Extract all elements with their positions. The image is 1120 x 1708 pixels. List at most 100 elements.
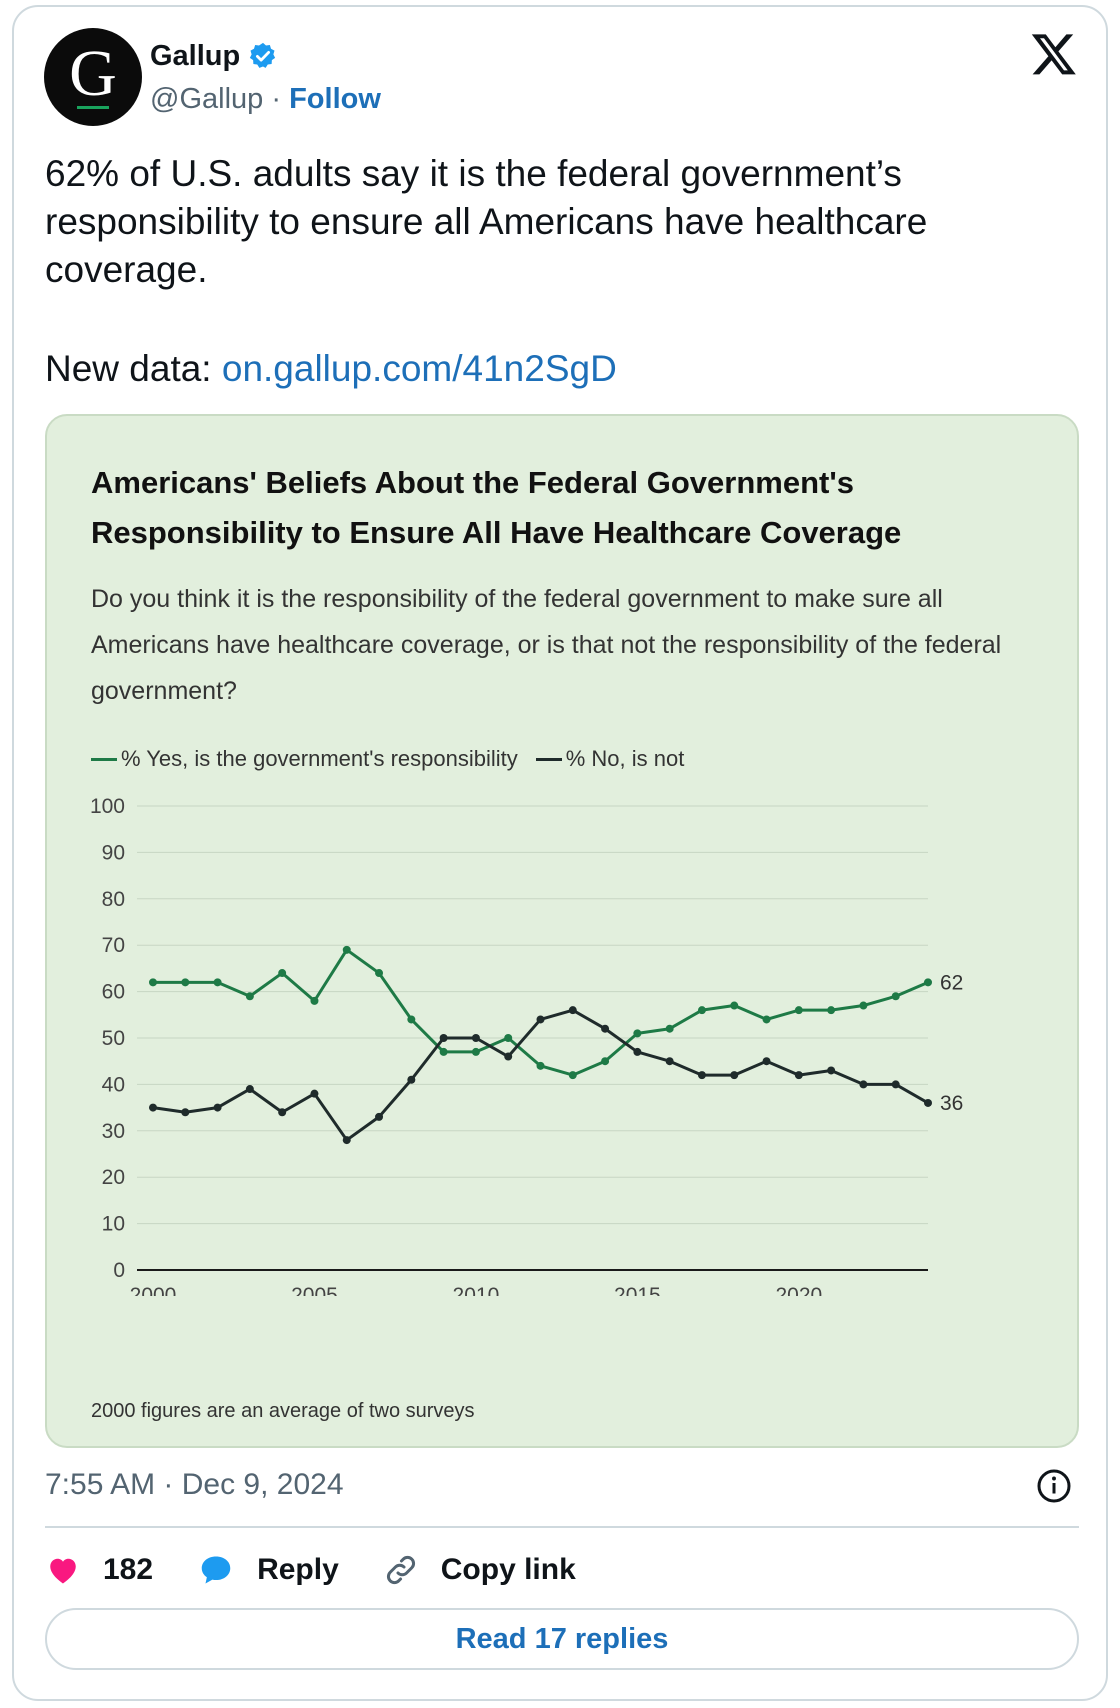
read-replies-button[interactable]: Read 17 replies xyxy=(45,1608,1079,1670)
reply-label: Reply xyxy=(257,1553,339,1586)
display-name[interactable]: Gallup xyxy=(150,40,241,72)
tweet-body: 62% of U.S. adults say it is the federal… xyxy=(45,153,928,290)
link-icon xyxy=(386,1556,415,1584)
data-point xyxy=(891,992,900,1001)
x-logo-icon[interactable] xyxy=(1030,30,1078,78)
avatar-letter: G xyxy=(69,37,117,110)
like-button[interactable]: 182 xyxy=(45,1552,153,1588)
y-tick-label: 50 xyxy=(102,1027,125,1050)
data-point xyxy=(665,1024,674,1033)
data-point xyxy=(827,1006,836,1015)
data-point xyxy=(794,1006,803,1015)
follow-button[interactable]: Follow xyxy=(289,83,381,115)
chart-card[interactable]: Americans' Beliefs About the Federal Gov… xyxy=(45,414,1079,1448)
data-point xyxy=(924,978,932,987)
data-point xyxy=(665,1057,674,1066)
reply-button[interactable]: Reply xyxy=(197,1552,339,1588)
copy-link-label: Copy link xyxy=(440,1553,576,1586)
data-point xyxy=(213,978,222,987)
end-label-no: 36 xyxy=(940,1092,963,1115)
data-point xyxy=(245,1085,254,1094)
data-point xyxy=(471,1034,480,1042)
data-point xyxy=(730,1001,739,1010)
y-tick-label: 60 xyxy=(102,981,125,1004)
data-point xyxy=(213,1103,222,1112)
data-point xyxy=(859,1080,868,1089)
data-point xyxy=(891,1080,900,1089)
handle[interactable]: @Gallup xyxy=(150,83,264,115)
new-data-line: New data: on.gallup.com/41n2SgD xyxy=(45,345,617,393)
data-point xyxy=(536,1061,545,1070)
legend-item-no: % No, is not xyxy=(535,746,685,772)
data-point xyxy=(762,1057,771,1066)
data-point xyxy=(181,978,190,987)
data-point xyxy=(924,1098,932,1107)
data-point xyxy=(181,1108,190,1117)
avatar-underline xyxy=(77,106,109,109)
avatar[interactable]: G xyxy=(44,28,142,126)
end-label-yes: 62 xyxy=(940,971,963,994)
data-point xyxy=(697,1006,706,1015)
data-point xyxy=(375,1112,384,1121)
y-tick-label: 100 xyxy=(90,796,125,818)
data-point xyxy=(310,996,319,1005)
y-tick-label: 10 xyxy=(102,1213,125,1236)
data-point xyxy=(310,1089,319,1098)
data-point xyxy=(149,978,157,987)
y-tick-label: 70 xyxy=(102,934,125,957)
tweet-link[interactable]: on.gallup.com/41n2SgD xyxy=(221,348,617,389)
x-tick-label: 2005 xyxy=(291,1284,338,1296)
data-point xyxy=(149,1103,157,1112)
data-point xyxy=(342,945,351,954)
data-point xyxy=(827,1066,836,1075)
data-point xyxy=(568,1071,577,1080)
data-point xyxy=(439,1047,448,1056)
data-point xyxy=(633,1047,642,1056)
chart-title: Americans' Beliefs About the Federal Gov… xyxy=(91,465,902,550)
data-point xyxy=(536,1015,545,1024)
data-point xyxy=(278,969,287,978)
copy-link-button[interactable]: Copy link xyxy=(383,1552,576,1588)
legend-swatch-no xyxy=(535,757,562,761)
data-point xyxy=(633,1029,642,1038)
data-point xyxy=(407,1075,416,1084)
legend-swatch-yes xyxy=(91,757,117,761)
data-point xyxy=(568,1006,577,1015)
data-point xyxy=(730,1071,739,1080)
new-data-label: New data: xyxy=(45,348,212,389)
x-tick-label: 2020 xyxy=(775,1284,822,1296)
y-tick-label: 0 xyxy=(113,1259,125,1282)
data-point xyxy=(601,1057,610,1066)
y-tick-label: 80 xyxy=(102,888,125,911)
y-tick-label: 90 xyxy=(102,841,125,864)
data-point xyxy=(375,969,384,978)
like-count: 182 xyxy=(103,1553,154,1586)
x-tick-label: 2010 xyxy=(453,1284,500,1296)
timestamp[interactable]: 7:55 AM · Dec 9, 2024 xyxy=(45,1468,344,1501)
data-point xyxy=(342,1136,351,1145)
y-tick-label: 30 xyxy=(102,1120,125,1143)
x-tick-label: 2000 xyxy=(130,1284,177,1296)
data-point xyxy=(504,1034,513,1042)
data-point xyxy=(697,1071,706,1080)
data-point xyxy=(794,1071,803,1080)
chart-subtitle: Do you think it is the responsibility of… xyxy=(91,585,1002,705)
legend-label-no: % No, is not xyxy=(565,746,685,771)
chart-legend: % Yes, is the government's responsibilit… xyxy=(91,746,684,772)
separator: · xyxy=(271,83,282,115)
y-tick-label: 20 xyxy=(102,1166,125,1189)
data-point xyxy=(762,1015,771,1024)
data-point xyxy=(407,1015,416,1024)
data-point xyxy=(601,1024,610,1033)
x-tick-label: 2015 xyxy=(614,1284,661,1296)
info-icon[interactable] xyxy=(1036,1468,1072,1504)
data-point xyxy=(439,1034,448,1042)
speech-bubble-icon xyxy=(201,1556,231,1584)
display-name-row[interactable]: Gallup xyxy=(150,38,278,74)
legend-label-yes: % Yes, is the government's responsibilit… xyxy=(121,746,518,771)
data-point xyxy=(859,1001,868,1010)
tweet-text: 62% of U.S. adults say it is the federal… xyxy=(45,150,1065,294)
handle-row: @Gallup · Follow xyxy=(150,81,381,117)
heart-icon xyxy=(50,1558,76,1584)
data-point xyxy=(471,1047,480,1056)
